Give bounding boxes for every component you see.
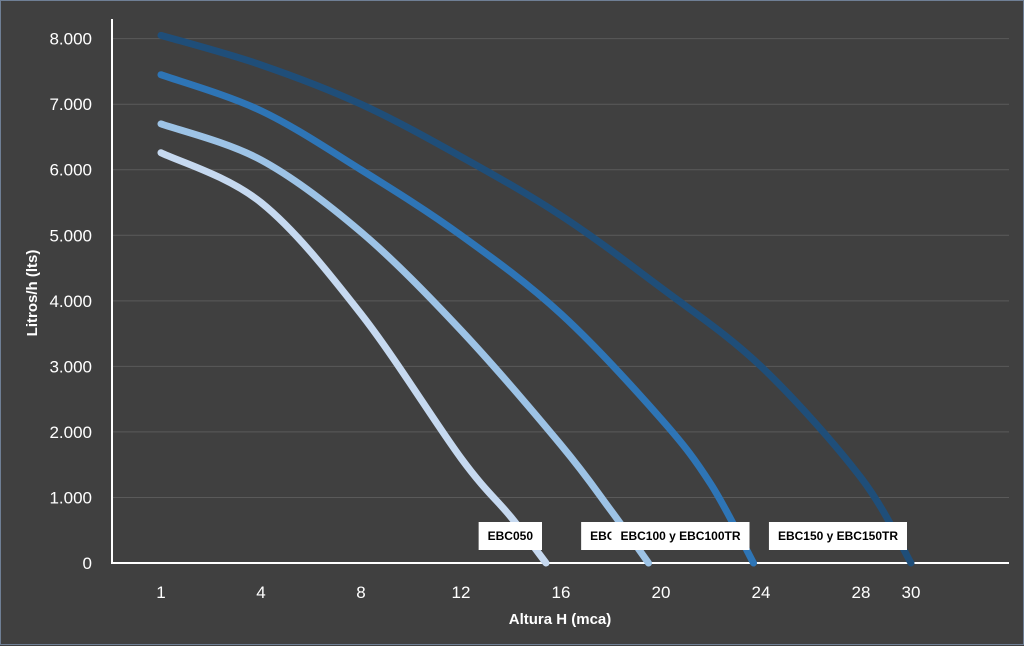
y-tick-label: 6.000 (49, 161, 92, 180)
series-line-ebc075 (157, 120, 652, 567)
x-tick-label: 20 (652, 583, 671, 602)
series-tag-box (611, 522, 750, 550)
x-tick-label: 24 (752, 583, 771, 602)
series-line-ebc100-y-ebc100tr (157, 71, 757, 567)
series-lines (157, 31, 915, 567)
x-tick-label: 4 (256, 583, 265, 602)
series-tag-ebc150-y-ebc150tr: EBC150 y EBC150TR (768, 522, 907, 550)
x-tick-labels: 1 4 8 12 16 20 24 28 30 (156, 583, 920, 602)
y-tick-label: 1.000 (49, 488, 92, 507)
y-tick-label: 5.000 (49, 226, 92, 245)
series-tag-ebc050: EBC050 (478, 522, 542, 550)
series-tag-box (478, 522, 542, 550)
x-tick-label: 28 (852, 583, 871, 602)
axes (111, 19, 1009, 564)
y-tick-label: 4.000 (49, 292, 92, 311)
y-tick-label: 3.000 (49, 357, 92, 376)
x-tick-label: 16 (552, 583, 571, 602)
grid-lines (112, 38, 1009, 498)
series-line-ebc050 (157, 149, 550, 567)
x-tick-label: 8 (356, 583, 365, 602)
y-tick-label: 2.000 (49, 423, 92, 442)
series-tag-ebc100-y-ebc100tr: EBC100 y EBC100TR (611, 522, 750, 550)
series-tag-label: EBC050 (488, 529, 534, 543)
y-tick-label: 0 (83, 554, 92, 573)
series-tag-label: EBC100 y EBC100TR (620, 529, 740, 543)
series-line-ebc150-y-ebc150tr (157, 31, 915, 567)
x-tick-label: 12 (452, 583, 471, 602)
series-tag-label: EBC150 y EBC150TR (778, 529, 898, 543)
x-axis-title: Altura H (mca) (509, 611, 612, 628)
y-axis-title: Litros/h (lts) (24, 250, 41, 337)
y-tick-label: 8.000 (49, 30, 92, 49)
x-tick-label: 30 (902, 583, 921, 602)
y-tick-labels: 0 1.000 2.000 3.000 4.000 5.000 6.000 7.000 8.00… (49, 30, 92, 573)
x-tick-label: 1 (156, 583, 165, 602)
y-tick-label: 7.000 (49, 95, 92, 114)
series-tag-box (768, 522, 907, 550)
